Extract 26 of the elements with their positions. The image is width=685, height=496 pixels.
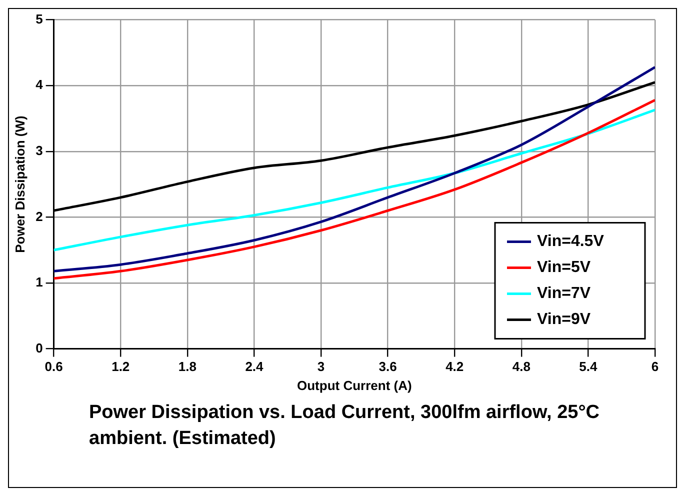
x-axis-title: Output Current (A) [297,378,412,393]
legend-label: Vin=9V [537,311,591,328]
y-tick-label: 4 [36,77,44,92]
x-tick-label: 4.2 [446,359,464,374]
y-axis-title: Power Dissipation (W) [12,116,28,253]
y-tick-label: 5 [36,11,43,26]
line-series [54,98,655,280]
legend-label: Vin=5V [537,259,591,276]
x-tick-label: 1.8 [178,359,196,374]
y-tick-label: 0 [36,340,43,356]
y-tick-label: 2 [36,208,43,224]
x-tick-label: 3 [317,359,325,374]
y-tick-label: 3 [36,142,43,158]
legend-label: Vin=4.5V [537,233,604,250]
line-series [54,66,655,272]
x-tick-label: 4.8 [512,359,530,374]
legend-label: Vin=7V [537,285,591,302]
x-tick-label: 1.2 [112,359,130,374]
line-series [54,108,655,252]
x-tick-label: 2.4 [245,359,264,374]
x-tick-label: 3.6 [378,359,397,374]
y-tick-label: 1 [36,274,43,290]
x-tick-label: 0.6 [44,359,63,374]
x-tick-label: 6 [651,359,659,374]
text: Power Dissipation vs. Load Current, 300lfm airflow, 25°C ambient. (Estimated) [89,401,601,451]
x-tick-label: 5.4 [579,359,598,374]
